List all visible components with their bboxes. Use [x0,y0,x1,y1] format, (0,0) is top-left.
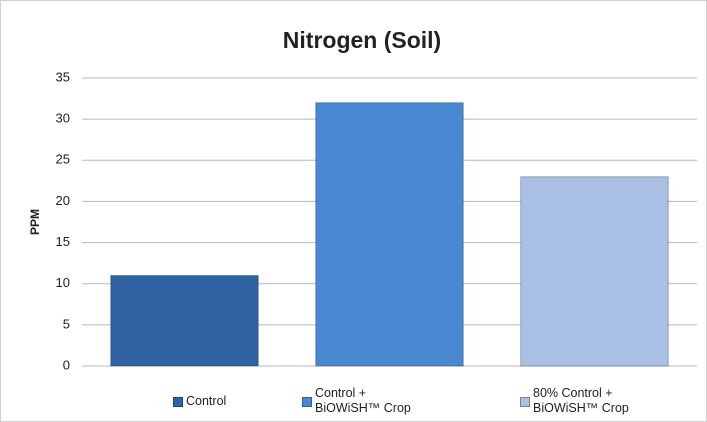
bar [315,102,464,367]
y-tick-label: 20 [56,193,70,208]
legend-swatch [520,397,530,407]
y-tick-label: 15 [56,234,70,249]
legend-label: Control [186,394,227,408]
y-tick-label: 25 [56,152,70,167]
y-tick-label: 5 [63,316,70,331]
legend-swatch [302,397,312,407]
chart-title: Nitrogen (Soil) [283,27,441,53]
legend-label: 80% Control + BiOWiSH™ Crop [533,386,629,415]
bar [110,274,259,367]
y-tick-label: 10 [56,275,70,290]
y-tick-label: 30 [56,111,70,126]
bar [520,176,669,367]
y-axis-label: PPM [28,209,42,235]
y-tick-label: 0 [63,357,70,372]
legend-swatch [173,397,183,407]
y-tick-label: 35 [56,69,70,84]
legend-label: Control + BiOWiSH™ Crop [315,386,411,415]
